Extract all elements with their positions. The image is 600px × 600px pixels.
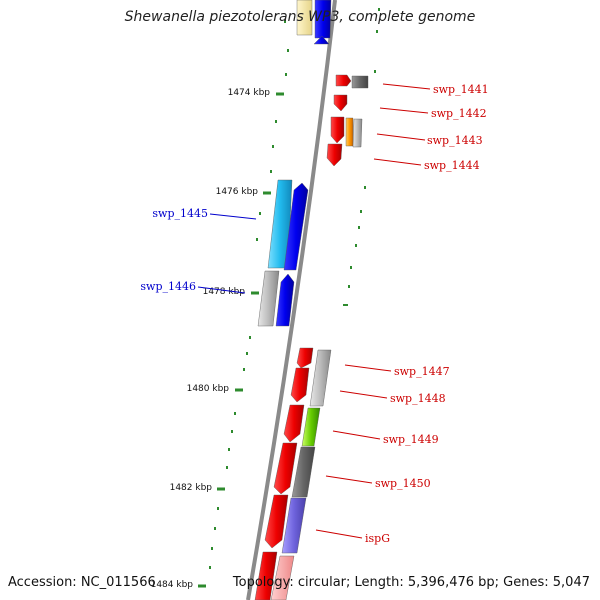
gene-label-swp-1443: swp_1443 <box>427 134 483 147</box>
gene-feature <box>296 347 314 369</box>
gene-feature <box>273 442 298 495</box>
gene-feature <box>281 497 307 554</box>
gene-feature <box>352 118 363 148</box>
map-title: Shewanella piezotolerans WP3, complete g… <box>124 9 476 25</box>
tick-label: 1484 kbp <box>151 580 194 590</box>
gene-feature <box>330 116 345 144</box>
tick-label: 1476 kbp <box>216 187 259 197</box>
gene-label-swp-1449: swp_1449 <box>383 433 439 446</box>
genome-backbone <box>246 0 337 600</box>
tick-label: 1480 kbp <box>187 384 230 394</box>
tick-label: 1482 kbp <box>170 483 213 493</box>
gene-label-swp-1444: swp_1444 <box>424 159 480 172</box>
gene-feature <box>291 446 316 498</box>
gene-label-ispg: ispG <box>365 532 390 545</box>
gene-feature <box>270 555 295 600</box>
gene-feature <box>345 117 354 147</box>
accession-text: Accession: NC_011566 <box>8 575 156 590</box>
gene-label-swp-1450: swp_1450 <box>375 477 431 490</box>
gene-feature <box>257 270 280 327</box>
gene-label-swp-1447: swp_1447 <box>394 365 450 378</box>
gene-label-swp-1442: swp_1442 <box>431 107 487 120</box>
gene-feature <box>309 349 332 407</box>
gene-feature <box>275 273 295 327</box>
gene-feature <box>264 494 289 549</box>
tick-label: 1478 kbp <box>203 287 246 297</box>
gene-label-swp-1448: swp_1448 <box>390 392 446 405</box>
gene-feature <box>335 74 352 87</box>
gene-feature <box>283 404 305 443</box>
gene-label-swp-1446: swp_1446 <box>140 280 196 293</box>
scale-dashes <box>209 8 380 569</box>
topology-text: Topology: circular; Length: 5,396,476 bp… <box>232 575 590 590</box>
gene-label-swp-1441: swp_1441 <box>433 83 489 96</box>
gene-feature <box>326 143 343 167</box>
gene-feature <box>314 0 332 39</box>
leader-lines <box>197 83 431 539</box>
gene-feature <box>301 407 321 447</box>
major-ticks <box>198 92 284 588</box>
gene-feature <box>313 35 330 45</box>
gene-feature <box>254 551 278 600</box>
gene-feature <box>283 182 309 271</box>
gene-features <box>254 0 369 600</box>
gene-label-swp-1445: swp_1445 <box>152 207 208 220</box>
gene-feature <box>296 0 313 36</box>
gene-feature <box>351 75 369 89</box>
gene-feature <box>290 367 310 403</box>
tick-label: 1474 kbp <box>228 88 271 98</box>
gene-feature <box>333 94 348 112</box>
